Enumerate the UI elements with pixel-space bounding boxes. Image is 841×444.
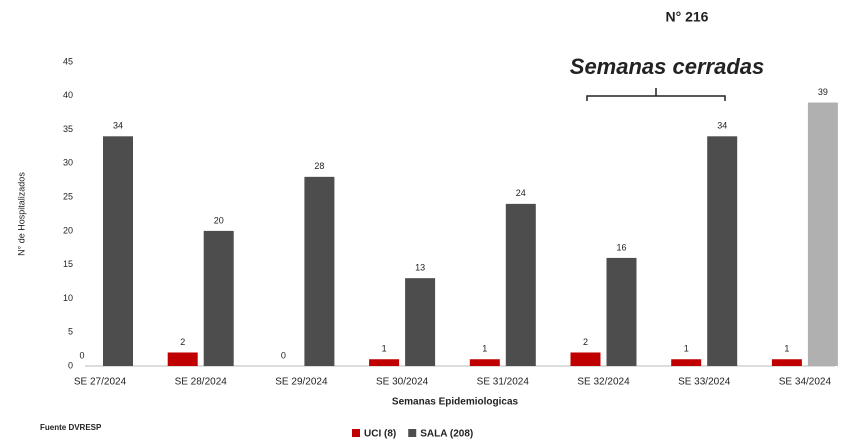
data-label: 1: [482, 344, 487, 354]
data-label: 20: [214, 215, 224, 225]
data-label: 0: [281, 350, 286, 360]
data-label: 24: [516, 188, 526, 198]
bar: [103, 136, 133, 366]
data-label: 13: [415, 263, 425, 273]
x-tick-label: SE 29/2024: [275, 377, 328, 388]
data-label: 2: [583, 337, 588, 347]
x-tick-label: SE 34/2024: [779, 377, 832, 388]
legend-swatch: [408, 429, 417, 437]
bar: [369, 359, 400, 366]
data-label: 16: [616, 242, 626, 252]
bar: [405, 278, 436, 366]
y-tick-label: 30: [63, 158, 73, 168]
x-tick-label: SE 31/2024: [477, 377, 530, 388]
y-tick-label: 15: [63, 259, 73, 269]
data-label: 34: [113, 121, 123, 131]
y-tick-label: 5: [68, 327, 73, 337]
data-label: 1: [684, 344, 689, 354]
bar: [570, 352, 601, 366]
data-label: 1: [382, 344, 387, 354]
bar: [304, 176, 335, 366]
bar: [203, 230, 234, 366]
data-label: 2: [180, 337, 185, 347]
bar: [771, 359, 802, 366]
source: Fuente DVRESP: [40, 423, 102, 432]
x-axis-label: Semanas Epidemiologicas: [392, 397, 519, 408]
annotation: Semanas cerradas: [570, 54, 764, 79]
bar: [707, 136, 738, 366]
x-tick-label: SE 28/2024: [175, 377, 228, 388]
x-tick-label: SE 27/2024: [74, 377, 127, 388]
bar: [606, 257, 637, 366]
legend-label: UCI (8): [364, 429, 396, 440]
x-tick-label: SE 30/2024: [376, 377, 429, 388]
bar: [469, 359, 500, 366]
legend-swatch: [352, 429, 360, 437]
chart-title: N° 216: [666, 9, 709, 25]
y-tick-label: 20: [63, 225, 73, 235]
data-label: 0: [79, 350, 84, 360]
data-label: 28: [314, 161, 324, 171]
data-label: 39: [818, 87, 828, 97]
y-tick-label: 40: [63, 90, 73, 100]
y-tick-label: 45: [63, 56, 73, 66]
bar: [505, 203, 536, 366]
data-label: 1: [784, 344, 789, 354]
y-tick-label: 35: [63, 124, 73, 134]
y-axis-label: N° de Hospitalizados: [16, 172, 26, 256]
y-tick-label: 10: [63, 293, 73, 303]
bar: [671, 359, 702, 366]
bar: [807, 102, 838, 367]
legend-label: SALA (208): [420, 429, 473, 440]
data-label: 34: [717, 121, 727, 131]
x-tick-label: SE 33/2024: [678, 377, 731, 388]
x-tick-label: SE 32/2024: [577, 377, 630, 388]
y-tick-label: 25: [63, 191, 73, 201]
bar: [167, 352, 198, 366]
bracket: [586, 88, 726, 101]
y-tick-label: 0: [68, 360, 73, 370]
